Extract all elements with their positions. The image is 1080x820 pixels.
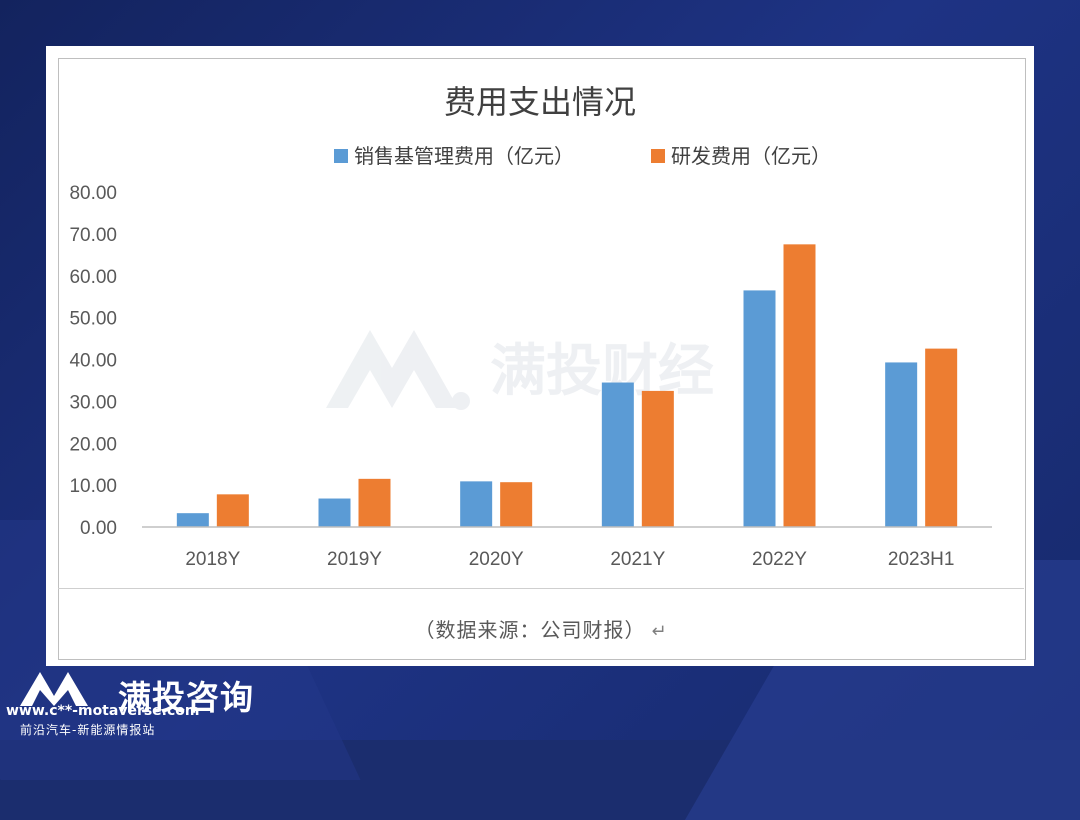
x-tick-label: 2022Y	[752, 549, 807, 570]
footer-tagline: 前沿汽车-新能源情报站	[20, 723, 156, 737]
bar-series-1-2019Y	[358, 478, 391, 527]
bar-series-0-2020Y	[460, 481, 493, 527]
bar-series-1-2021Y	[641, 390, 674, 527]
watermark-logo	[326, 330, 458, 408]
y-tick-label: 70.00	[69, 225, 117, 246]
legend-swatch-series-1	[651, 149, 665, 163]
x-tick-label: 2021Y	[610, 549, 665, 570]
chart-title: 费用支出情况	[444, 83, 636, 121]
bar-series-1-2022Y	[783, 244, 816, 527]
source-divider	[58, 588, 1024, 589]
chart-frame	[58, 58, 1026, 660]
bar-series-0-2023H1	[885, 362, 918, 527]
bar-series-0-2019Y	[318, 498, 351, 527]
y-tick-label: 60.00	[69, 267, 117, 288]
x-tick-label: 2019Y	[327, 549, 382, 570]
source-note-text: （数据来源：公司财报）	[414, 618, 646, 642]
watermark-logo-dot	[452, 392, 470, 410]
bar-series-1-2020Y	[500, 482, 533, 527]
footer-logo-mark	[20, 672, 88, 706]
bar-series-0-2021Y	[601, 382, 634, 527]
y-axis: 0.00 10.00 20.00 30.00 40.00 50.00 60.00 70.00 8…	[69, 183, 117, 539]
y-tick-label: 10.00	[69, 476, 117, 497]
x-tick-label: 2020Y	[469, 549, 524, 570]
bar-chart: 满投财经 费用支出情况 销售基管理费用（亿元） 研发费用（亿元） 0.0010.…	[69, 83, 992, 570]
footer-brand: 满投咨询	[118, 678, 254, 717]
footer-url[interactable]: www.c**-motaverse.com	[6, 703, 200, 719]
bar-series-0-2018Y	[176, 513, 209, 527]
y-tick-label: 40.00	[69, 351, 117, 372]
y-tick-label: 80.00	[69, 183, 117, 204]
return-mark: ↵	[651, 621, 668, 642]
y-tick-label: 20.00	[69, 434, 117, 455]
x-tick-label: 2023H1	[888, 549, 955, 570]
x-axis: 2018Y 2019Y 2020Y 2021Y 2022Y 2023H1	[185, 549, 954, 570]
legend-label-series-1: 研发费用（亿元）	[671, 144, 831, 168]
bars	[176, 244, 958, 527]
y-tick-label: 30.00	[69, 392, 117, 413]
source-note: （数据来源：公司财报） ↵	[58, 614, 1024, 643]
chart-card	[46, 46, 1034, 666]
legend-swatch-series-0	[334, 149, 348, 163]
bar-series-1-2023H1	[925, 348, 958, 527]
footer-logo	[20, 672, 88, 706]
legend: 销售基管理费用（亿元） 研发费用（亿元）	[334, 144, 831, 168]
y-tick-label: 50.00	[69, 309, 117, 330]
x-tick-label: 2018Y	[185, 549, 240, 570]
bar-series-0-2022Y	[743, 290, 776, 527]
y-tick-label: 0.00	[80, 518, 117, 539]
legend-label-series-0: 销售基管理费用（亿元）	[354, 144, 574, 168]
bar-series-1-2018Y	[216, 494, 249, 527]
